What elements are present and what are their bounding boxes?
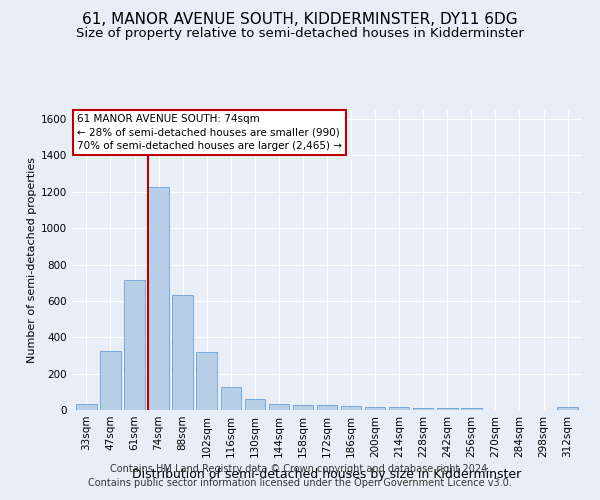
Bar [293, 404, 313, 410]
Bar [389, 408, 409, 410]
Bar [341, 406, 361, 410]
Bar [365, 408, 385, 410]
Bar [76, 404, 97, 410]
Bar [100, 351, 121, 410]
Bar [413, 408, 433, 410]
Bar [172, 294, 193, 410]
Y-axis label: Number of semi-detached properties: Number of semi-detached properties [27, 157, 37, 363]
Bar [245, 399, 265, 410]
Bar [221, 388, 241, 410]
Bar [461, 408, 482, 410]
Bar [557, 408, 578, 410]
Text: Contains HM Land Registry data © Crown copyright and database right 2024.
Contai: Contains HM Land Registry data © Crown c… [88, 464, 512, 487]
Bar [269, 404, 289, 410]
Bar [148, 188, 169, 410]
Text: 61 MANOR AVENUE SOUTH: 74sqm
← 28% of semi-detached houses are smaller (990)
70%: 61 MANOR AVENUE SOUTH: 74sqm ← 28% of se… [77, 114, 342, 151]
Bar [124, 280, 145, 410]
Bar [196, 352, 217, 410]
Text: Size of property relative to semi-detached houses in Kidderminster: Size of property relative to semi-detach… [76, 28, 524, 40]
Text: 61, MANOR AVENUE SOUTH, KIDDERMINSTER, DY11 6DG: 61, MANOR AVENUE SOUTH, KIDDERMINSTER, D… [82, 12, 518, 28]
Bar [317, 406, 337, 410]
Bar [437, 408, 458, 410]
X-axis label: Distribution of semi-detached houses by size in Kidderminster: Distribution of semi-detached houses by … [133, 468, 521, 481]
